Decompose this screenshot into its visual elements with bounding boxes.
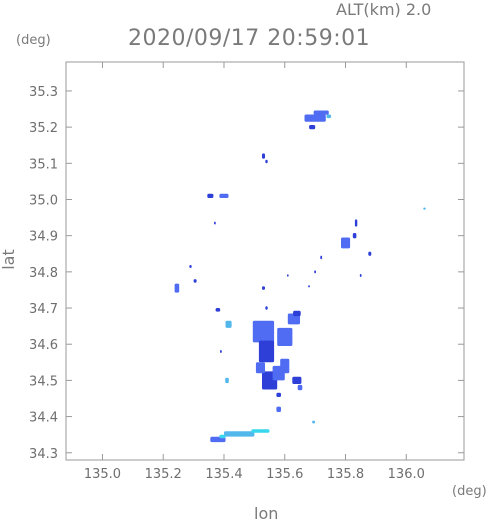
x-tick-label: 135.6: [266, 467, 303, 482]
echo-cell: [314, 270, 316, 274]
echo-cell: [193, 279, 197, 283]
echo-cell: [219, 434, 226, 439]
echo-cell: [224, 431, 255, 437]
y-tick-label: 34.3: [29, 447, 58, 462]
x-tick-label: 135.8: [327, 467, 364, 482]
echo-cell: [287, 313, 300, 325]
echo-cell: [312, 420, 316, 424]
x-ticks: 135.0 135.2 135.4 135.6 135.8 136.0: [84, 62, 425, 482]
echo-cell: [215, 308, 221, 312]
echo-cell: [292, 376, 302, 384]
echo-cell: [309, 125, 316, 130]
echo-cell: [272, 365, 285, 381]
echo-cell: [258, 340, 275, 363]
y-tick-label: 35.2: [29, 121, 58, 136]
echo-cell: [214, 221, 216, 225]
y-tick-label: 35.3: [29, 85, 58, 100]
y-tick-label: 34.7: [29, 302, 58, 317]
echo-cell: [320, 255, 323, 260]
y-tick-label: 34.9: [29, 230, 58, 245]
y-tick-label: 35.0: [29, 193, 58, 208]
echo-cell: [225, 377, 229, 384]
echo-cell: [352, 233, 357, 239]
echo-cell: [286, 274, 289, 277]
echo-cell: [207, 193, 214, 198]
echo-cell: [255, 362, 265, 374]
echo-cell: [252, 320, 275, 343]
plot-frame: [65, 61, 465, 461]
altitude-label: ALT(km) 2.0: [336, 0, 432, 19]
x-tick-label: 135.0: [84, 467, 121, 482]
echo-cell: [276, 392, 281, 397]
echo-cell: [354, 219, 358, 227]
x-tick-label: 135.2: [145, 467, 182, 482]
y-axis-unit: (deg): [16, 33, 51, 48]
y-ticks: 34.3 34.4 34.5 34.6 34.7 34.8 34.9 35.0 35.1 35.2…: [29, 85, 464, 462]
echo-cell: [277, 327, 293, 346]
echo-cell: [174, 283, 180, 293]
echo-cell: [265, 306, 268, 310]
echo-cell: [308, 285, 310, 288]
echo-cell: [225, 320, 232, 328]
x-axis-label: lon: [254, 504, 279, 523]
echo-cell: [276, 406, 281, 412]
echo-cell: [297, 384, 303, 391]
echo-cells: [174, 110, 426, 443]
echo-cell: [359, 274, 362, 277]
echo-cell: [251, 429, 270, 433]
x-tick-label: 135.4: [205, 467, 242, 482]
echo-cell: [304, 114, 326, 122]
echo-cell: [423, 207, 426, 210]
echo-cell: [293, 310, 301, 317]
echo-cell: [189, 265, 192, 268]
x-axis-unit: (deg): [452, 484, 487, 499]
echo-cell: [262, 286, 265, 290]
echo-cell: [265, 159, 268, 164]
y-tick-label: 34.8: [29, 266, 58, 281]
echo-cell: [341, 237, 351, 249]
y-tick-label: 35.1: [29, 157, 58, 172]
y-tick-label: 34.5: [29, 374, 58, 389]
echo-cell: [219, 193, 229, 198]
echo-cell: [220, 350, 222, 353]
echo-cell: [313, 110, 329, 115]
timestamp-title: 2020/09/17 20:59:01: [128, 26, 371, 51]
echo-cell: [368, 251, 372, 256]
echo-cell: [326, 114, 332, 119]
y-tick-label: 34.6: [29, 338, 58, 353]
y-tick-label: 34.4: [29, 411, 58, 426]
echo-cell: [262, 153, 265, 159]
x-tick-label: 136.0: [388, 467, 425, 482]
